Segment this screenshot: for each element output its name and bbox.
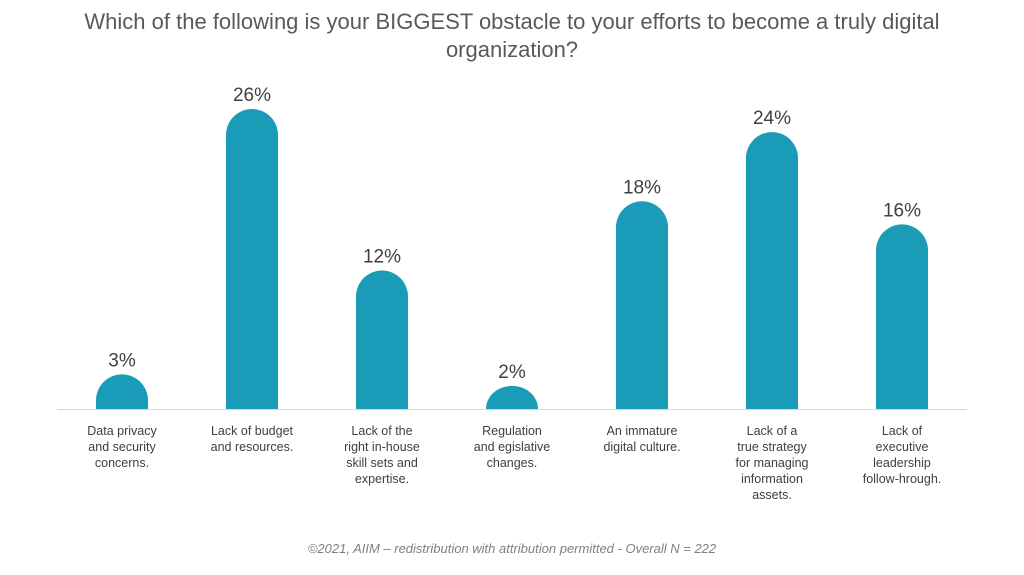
bar bbox=[96, 374, 148, 409]
value-label: 18% bbox=[623, 177, 661, 198]
bar bbox=[486, 385, 538, 409]
bar bbox=[616, 201, 668, 409]
category-label: An immature digital culture. bbox=[603, 424, 680, 454]
category-label: Lack of a true strategy for managing inform… bbox=[736, 424, 809, 502]
bar bbox=[356, 270, 408, 409]
category-label: Regulation and egislative changes. bbox=[474, 424, 550, 470]
value-label: 2% bbox=[498, 362, 526, 383]
bar-chart: 3% Data privacy and security concerns. 26% La… bbox=[57, 85, 967, 502]
value-label: 26% bbox=[233, 85, 271, 106]
value-label: 24% bbox=[753, 108, 791, 129]
category-label: Lack of the right in-house skill sets and e… bbox=[344, 424, 420, 486]
footer-note: ©2021, AIIM – redistribution with attrib… bbox=[307, 541, 717, 556]
category-label: Lack of budget and resources. bbox=[211, 424, 294, 454]
chart-title: Which of the following is your BIGGEST o… bbox=[84, 9, 940, 62]
bar bbox=[226, 109, 278, 409]
value-label: 16% bbox=[883, 200, 921, 221]
value-label: 3% bbox=[108, 350, 136, 371]
bar bbox=[876, 224, 928, 409]
category-label: Lack of executive leadership follow-hrough. bbox=[863, 424, 942, 486]
category-label: Data privacy and security concerns. bbox=[87, 424, 157, 470]
bar bbox=[746, 132, 798, 410]
value-label: 12% bbox=[363, 247, 401, 268]
